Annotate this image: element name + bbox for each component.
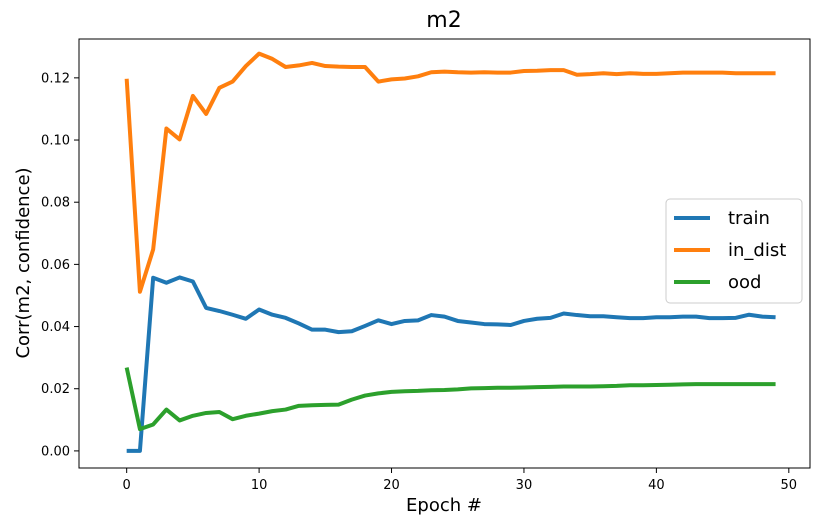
chart-title: m2 (426, 8, 461, 33)
plot-frame (78, 38, 811, 469)
x-tick-label: 40 (648, 478, 665, 493)
x-axis-title: Epoch # (406, 495, 482, 516)
y-tick-label: 0.08 (41, 196, 70, 211)
x-tick-label: 20 (383, 478, 400, 493)
y-tick-label: 0.02 (41, 382, 70, 397)
series-line-train (126, 275, 776, 453)
series-line-ood (124, 367, 776, 432)
y-tick-label: 0.10 (41, 134, 70, 149)
series-line-in-dist (124, 51, 776, 294)
legend-label-ood: ood (728, 272, 761, 293)
x-tick-label: 30 (516, 478, 533, 493)
y-tick-label: 0.04 (41, 320, 70, 335)
legend-box (665, 198, 803, 304)
legend-label-train: train (728, 208, 770, 229)
y-axis: 0.00 0.02 0.04 0.06 0.08 0.10 0.12 (41, 71, 79, 459)
y-tick-label: 0.12 (41, 71, 70, 86)
series-layer (124, 51, 776, 453)
legend-label-in-dist: in_dist (728, 240, 786, 261)
x-axis: 0 10 20 30 40 50 (123, 468, 798, 493)
x-tick-label: 50 (781, 478, 798, 493)
x-tick-label: 10 (251, 478, 268, 493)
x-tick-label: 0 (123, 478, 131, 493)
y-tick-label: 0.06 (41, 258, 70, 273)
y-axis-title: Corr(m2, confidence) (13, 167, 34, 358)
y-tick-label: 0.00 (41, 444, 70, 459)
